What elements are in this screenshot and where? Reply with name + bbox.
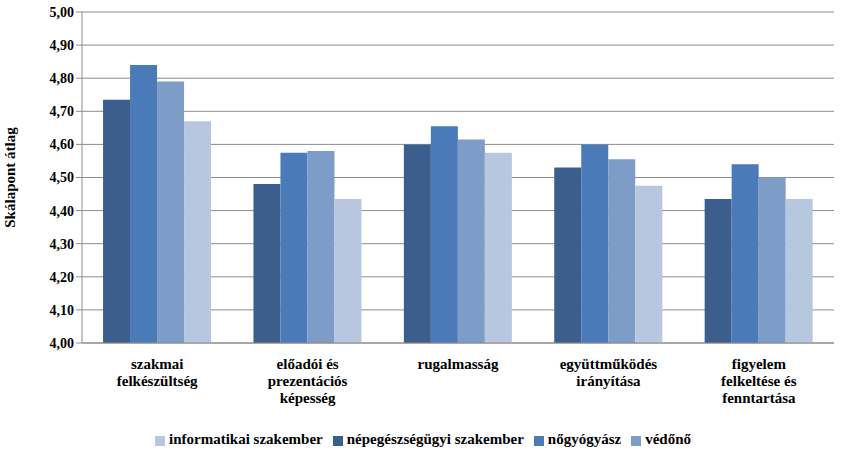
svg-text:4,30: 4,30 [50, 237, 75, 252]
html-text:informatikai szakember: informatikai szakember [169, 431, 323, 447]
html-text:nőgyógyász: nőgyógyász [547, 431, 622, 447]
svg-text:Skálapont átlag: Skálapont átlag [8, 127, 18, 228]
svg-text:figyelemfelkeltése ésfenntartá: figyelemfelkeltése ésfenntartása [721, 356, 797, 406]
svg-text:4,50: 4,50 [50, 170, 75, 185]
svg-text:előadói ésprezentációsképesség: előadói ésprezentációsképesség [268, 356, 348, 406]
svg-text:szakmaifelkészültség: szakmaifelkészültség [117, 356, 198, 389]
svg-text:együttműködésirányítása: együttműködésirányítása [560, 356, 658, 389]
svg-text:4,80: 4,80 [50, 71, 75, 86]
svg-text:rugalmasság: rugalmasság [418, 356, 499, 372]
svg-text:4,60: 4,60 [50, 137, 75, 152]
svg-text:4,00: 4,00 [50, 336, 75, 351]
svg-text:4,40: 4,40 [50, 204, 75, 219]
svg-text:4,20: 4,20 [50, 270, 75, 285]
html-text:népegészségügyi szakember: népegészségügyi szakember [346, 431, 524, 447]
svg-text:4,90: 4,90 [50, 38, 75, 53]
html-text:védőnő: védőnő [645, 431, 691, 447]
svg-text:4,70: 4,70 [50, 104, 75, 119]
svg-text:4,10: 4,10 [50, 303, 75, 318]
svg-text:5,00: 5,00 [50, 5, 75, 20]
